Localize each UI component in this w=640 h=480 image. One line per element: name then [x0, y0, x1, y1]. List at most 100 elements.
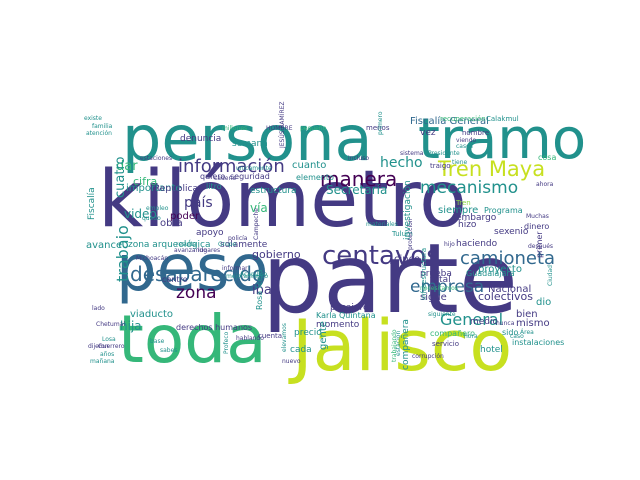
word: quiero: [200, 172, 225, 181]
word: Chetumal: [96, 321, 125, 328]
word: Grupo: [218, 241, 237, 248]
word: Guadalajara: [466, 269, 515, 278]
word: resulta: [176, 241, 197, 248]
word: sexenio: [494, 227, 529, 237]
word: información: [178, 156, 285, 177]
word: Secretaría: [326, 183, 387, 197]
word: litro: [206, 182, 222, 191]
word: Rosa Icela: [255, 269, 264, 310]
word: prueba: [420, 269, 452, 279]
word: HOMBRE: [266, 125, 293, 132]
word: sido: [502, 328, 518, 337]
word: lado: [92, 305, 105, 312]
word: instalaciones: [512, 338, 564, 347]
word: apoyo: [196, 228, 224, 238]
word: hecho: [380, 155, 423, 171]
word: dio: [536, 297, 551, 308]
word: cadena: [214, 175, 236, 182]
word: estructura: [250, 186, 297, 196]
word: quedo: [142, 215, 161, 222]
word: nunca: [496, 320, 515, 327]
word: Profeco: [223, 331, 230, 354]
word: proyecto: [478, 264, 522, 275]
word: solamente: [220, 240, 268, 250]
word: cuanto: [292, 160, 326, 171]
word: persona: [122, 102, 373, 175]
word: hija: [120, 319, 142, 333]
word: colectivos: [478, 290, 533, 303]
word: Ciudad: [547, 265, 554, 286]
word: cosa: [538, 153, 556, 162]
word: traigo: [430, 162, 451, 170]
word: elemento: [296, 173, 334, 182]
word: elevamos: [281, 323, 288, 352]
word: familia: [92, 123, 113, 130]
word: cifra: [133, 175, 157, 188]
word: cada: [290, 345, 312, 355]
word: manera: [320, 167, 397, 191]
word: hotel: [480, 345, 503, 355]
word: existe: [84, 115, 102, 122]
word: hora: [464, 333, 478, 340]
word: Tren Maya: [437, 157, 545, 181]
word: Presidente: [428, 150, 460, 157]
word: materiales: [366, 221, 398, 228]
word: hizo: [458, 220, 477, 230]
word: primer: [535, 231, 544, 258]
word: Karla Quintana: [316, 311, 376, 320]
word: casos: [456, 143, 473, 150]
word: centavos: [322, 241, 440, 271]
word: obra: [160, 218, 183, 229]
word: corrupción: [412, 353, 444, 360]
word: empresa: [410, 277, 484, 297]
word: mejoramiento: [226, 273, 268, 280]
word: recuperación: [440, 115, 486, 123]
word: medio: [470, 317, 499, 327]
word: investigación: [402, 180, 413, 240]
word: Acapulco: [240, 271, 268, 278]
word: Fiscalía General: [410, 115, 489, 127]
word: estación: [395, 331, 402, 356]
word: mañana: [90, 358, 115, 365]
word: unicamente: [236, 165, 272, 172]
word: República: [154, 184, 198, 194]
word: avanzando: [174, 247, 207, 254]
word: primero: [377, 111, 384, 135]
word: caso: [510, 333, 524, 340]
word: sistema: [400, 150, 424, 157]
word: compañera: [401, 319, 411, 370]
word: embargo: [456, 213, 497, 223]
word: viaducto: [130, 309, 173, 320]
word: informar: [222, 265, 248, 272]
word: ahora: [536, 181, 554, 188]
word: Fiscalía: [87, 187, 97, 220]
word: país: [184, 195, 213, 211]
word: precio: [294, 328, 322, 338]
word: zona: [176, 283, 217, 303]
word: Calakmul: [486, 115, 519, 123]
word: dar: [116, 159, 138, 174]
word: compañero: [430, 329, 475, 338]
word: hablando: [236, 335, 264, 342]
word: desaparecido: [130, 262, 264, 286]
word: haciendo: [456, 239, 498, 249]
word: video: [124, 207, 157, 221]
word: vez: [420, 128, 436, 138]
word: total: [430, 275, 451, 285]
word: Área: [520, 329, 534, 336]
word: parte: [262, 223, 518, 335]
word: kilómetro: [98, 155, 467, 245]
word: siempre: [438, 205, 478, 216]
word: servicio: [432, 340, 459, 348]
word: empleo: [146, 205, 169, 212]
word: Tulum: [391, 230, 413, 238]
word: Losa: [102, 336, 116, 343]
word: peso: [116, 232, 269, 306]
word: Tren: [455, 199, 471, 207]
word: zona arqueológica: [128, 239, 211, 250]
word: Michoacán: [136, 255, 168, 262]
word: mecanismo: [420, 178, 518, 198]
word: Nacional: [488, 284, 531, 295]
word: tramo: [418, 107, 586, 172]
